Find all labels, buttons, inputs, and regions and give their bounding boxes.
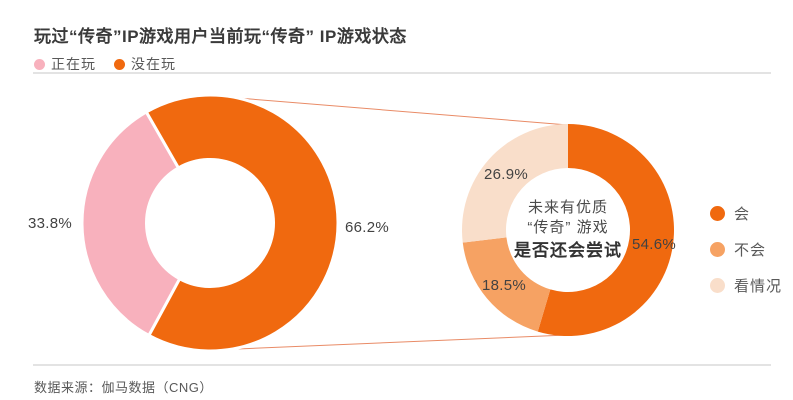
question-line-2: “传奇” 游戏 [527, 219, 609, 236]
slice-current-play-status-正在玩 [80, 110, 182, 337]
legend-label-depends: 看情况 [734, 278, 783, 295]
legend-label-wont: 不会 [734, 242, 767, 259]
legend-swatch-not-playing [114, 58, 125, 70]
donut-current-play-status [80, 93, 340, 353]
slice-label-wont: 18.5% [482, 277, 527, 294]
legend-item-not-playing: 没在玩 [114, 54, 176, 74]
callout-connector-line-bottom [213, 334, 568, 351]
header-divider [33, 72, 771, 74]
question-line-3: 是否还会尝试 [514, 241, 622, 260]
source-note: 数据来源：伽马数据（CNG） [34, 380, 213, 395]
legend-item-playing: 正在玩 [34, 54, 96, 74]
slice-label-depends: 26.9% [484, 166, 529, 183]
slice-label-not-playing: 66.2% [345, 219, 390, 236]
page-title: 玩过“传奇”IP游戏用户当前玩“传奇” IP游戏状态 [34, 27, 407, 46]
legend-label-playing: 正在玩 [51, 56, 96, 72]
legend-item-wont: 不会 [710, 239, 782, 260]
donut-center-question: 未来有优质 “传奇” 游戏 是否还会尝试 [483, 198, 653, 262]
slice-current-play-status-没在玩 [144, 93, 340, 353]
callout-connector-line-top [212, 95, 569, 126]
slice-future-try-willingness-不会 [462, 237, 551, 332]
legend-swatch-wont [710, 242, 725, 257]
future-donut-legend: 会 不会 看情况 [710, 203, 782, 296]
slice-label-playing: 33.8% [28, 215, 73, 232]
legend-swatch-depends [710, 278, 725, 293]
slice-future-try-willingness-会 [537, 124, 675, 336]
slice-label-will: 54.6% [632, 236, 677, 253]
top-legend: 正在玩 没在玩 [34, 54, 176, 74]
slice-future-try-willingness-看情况 [462, 123, 568, 243]
question-line-1: 未来有优质 [527, 199, 608, 216]
footer-divider [33, 364, 771, 366]
legend-item-will: 会 [710, 203, 782, 224]
legend-item-depends: 看情况 [710, 275, 782, 296]
donut-future-try-willingness [462, 123, 675, 336]
legend-label-not-playing: 没在玩 [131, 56, 176, 72]
legend-swatch-playing [34, 58, 45, 70]
legend-swatch-will [710, 206, 725, 221]
legend-label-will: 会 [734, 206, 751, 223]
